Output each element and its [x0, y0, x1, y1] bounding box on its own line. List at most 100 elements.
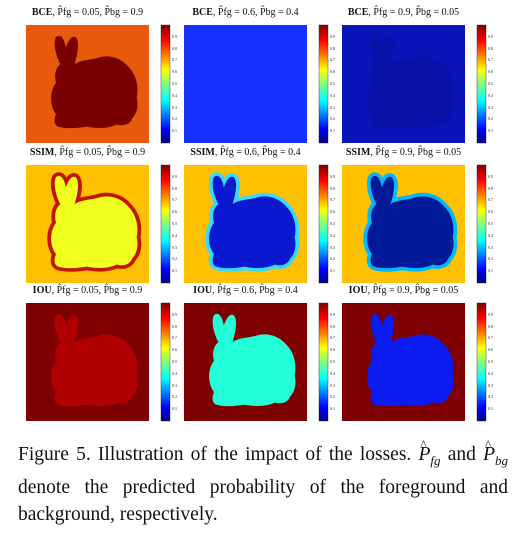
colorbar-tick: 0.6 [330, 69, 335, 75]
colorbar-tick: 0.1 [330, 406, 335, 412]
colorbar-tick: 0.4 [172, 92, 177, 98]
colorbar-tick: 0.7 [330, 197, 335, 203]
symbol-p-hat-bg: P [483, 431, 496, 468]
panel-title: SSIM, P̂fg = 0.9, P̂bg = 0.05 [334, 147, 473, 158]
caption-text-2: and [440, 444, 484, 465]
colorbar-tick: 0.6 [172, 347, 177, 353]
symbol-base: P [418, 444, 431, 465]
colorbar-tick: 0.5 [330, 81, 335, 86]
caption-text-1: Illustration of the impact of the losses… [90, 444, 419, 465]
panel-title-params: , P̂fg = 0.9, P̂bg = 0.05 [367, 285, 459, 296]
colorbar-tick: 0.4 [172, 232, 177, 238]
colorbar-tick: 0.7 [172, 197, 177, 203]
colorbar-tick: 0.8 [488, 323, 493, 329]
colorbar-tick: 0.5 [172, 221, 177, 226]
colorbar [160, 302, 171, 422]
panel-title-params: , P̂fg = 0.05, P̂bg = 0.9 [54, 147, 146, 158]
colorbar-tick: 0.8 [172, 45, 177, 51]
colorbar [476, 164, 487, 284]
colorbar-tick: 0.7 [172, 335, 177, 341]
colorbar-tick: 0.2 [488, 394, 493, 400]
colorbar-tick: 0.5 [330, 359, 335, 364]
colorbar-tick: 0.8 [330, 323, 335, 329]
colorbar-tick: 0.9 [172, 173, 177, 179]
colorbar-tick: 0.3 [330, 104, 335, 110]
colorbar-tick: 0.7 [330, 335, 335, 341]
panel-ssim-3 [342, 164, 487, 284]
panel-title-loss: BCE [192, 7, 213, 18]
colorbar-tick: 0.5 [488, 359, 493, 364]
colorbar-tick: 0.2 [330, 394, 335, 400]
colorbar [476, 24, 487, 144]
rabbit-silhouette [209, 313, 296, 407]
colorbar-tick: 0.1 [488, 128, 493, 134]
colorbar-tick: 0.9 [330, 311, 335, 317]
colorbar-tick: 0.5 [488, 81, 493, 86]
panel-title: IOU, P̂fg = 0.05, P̂bg = 0.9 [18, 285, 157, 296]
colorbar-tick: 0.9 [330, 33, 335, 39]
colorbar-tick: 0.4 [330, 370, 335, 376]
colorbar-tick: 0.1 [172, 268, 177, 274]
panel-bce-2 [184, 24, 329, 144]
panel-title-params: , P̂fg = 0.6, P̂bg = 0.4 [212, 285, 298, 296]
panel-title: IOU, P̂fg = 0.6, P̂bg = 0.4 [176, 285, 315, 296]
colorbar-tick: 0.4 [172, 370, 177, 376]
panel-title-params: , P̂fg = 0.9, P̂bg = 0.05 [370, 147, 462, 158]
colorbar-tick: 0.9 [172, 311, 177, 317]
rabbit-silhouette [209, 35, 296, 129]
colorbar-tick: 0.2 [488, 256, 493, 262]
colorbar-tick: 0.1 [172, 128, 177, 134]
colorbar-tick: 0.7 [172, 57, 177, 63]
colorbar [318, 302, 329, 422]
colorbar-tick: 0.8 [330, 185, 335, 191]
colorbar-tick: 0.7 [488, 57, 493, 63]
symbol-subscript-bg: bg [495, 452, 509, 468]
colorbar-tick: 0.9 [488, 311, 493, 317]
colorbar-tick: 0.3 [488, 382, 493, 388]
colorbar-tick: 0.5 [172, 359, 177, 364]
rabbit-silhouette [51, 313, 138, 407]
colorbar-tick: 0.6 [488, 347, 493, 353]
panel-title: SSIM, P̂fg = 0.6, P̂bg = 0.4 [176, 147, 315, 158]
panel-title: BCE, P̂fg = 0.6, P̂bg = 0.4 [176, 7, 315, 18]
colorbar-tick: 0.2 [488, 116, 493, 122]
panel-title-loss: IOU [348, 285, 368, 296]
colorbar-tick: 0.3 [330, 244, 335, 250]
rabbit-silhouette [367, 175, 454, 269]
colorbar-tick: 0.4 [330, 92, 335, 98]
panel-title: IOU, P̂fg = 0.9, P̂bg = 0.05 [334, 285, 473, 296]
colorbar-tick: 0.3 [172, 382, 177, 388]
colorbar-tick: 0.3 [172, 104, 177, 110]
caption-label: Figure 5. [18, 444, 91, 465]
colorbar-tick: 0.8 [172, 323, 177, 329]
panel-title-params: , P̂fg = 0.6, P̂bg = 0.4 [214, 147, 301, 158]
panel-title: SSIM, P̂fg = 0.05, P̂bg = 0.9 [18, 147, 157, 158]
panel-title-loss: SSIM [345, 147, 371, 158]
panel-ssim-1 [26, 164, 171, 284]
colorbar-tick: 0.2 [330, 256, 335, 262]
colorbar-tick: 0.1 [330, 128, 335, 134]
panel-title-loss: SSIM [29, 147, 55, 158]
colorbar-tick: 0.7 [488, 197, 493, 203]
panel-bce-1 [26, 24, 171, 144]
colorbar [318, 24, 329, 144]
colorbar-tick: 0.2 [330, 116, 335, 122]
colorbar-tick: 0.7 [330, 57, 335, 63]
figure-caption: Figure 5. Illustration of the impact of … [18, 431, 509, 528]
panel-iou-3 [342, 302, 487, 422]
colorbar-tick: 0.4 [488, 232, 493, 238]
panel-iou-2 [184, 302, 329, 422]
panel-title: BCE, P̂fg = 0.05, P̂bg = 0.9 [18, 7, 157, 18]
panel-title-loss: SSIM [190, 147, 215, 158]
colorbar-tick: 0.4 [488, 92, 493, 98]
colorbar-tick: 0.5 [488, 221, 493, 226]
panel-title-params: , P̂fg = 0.6, P̂bg = 0.4 [212, 7, 299, 18]
colorbar-tick: 0.6 [488, 209, 493, 215]
rabbit-silhouette [51, 35, 138, 129]
colorbar-tick: 0.5 [330, 221, 335, 226]
symbol-base: P [483, 444, 496, 465]
panel-title-params: , P̂fg = 0.05, P̂bg = 0.9 [52, 7, 144, 18]
colorbar-tick: 0.9 [488, 33, 493, 39]
colorbar-tick: 0.2 [172, 116, 177, 122]
panel-ssim-2 [184, 164, 329, 284]
